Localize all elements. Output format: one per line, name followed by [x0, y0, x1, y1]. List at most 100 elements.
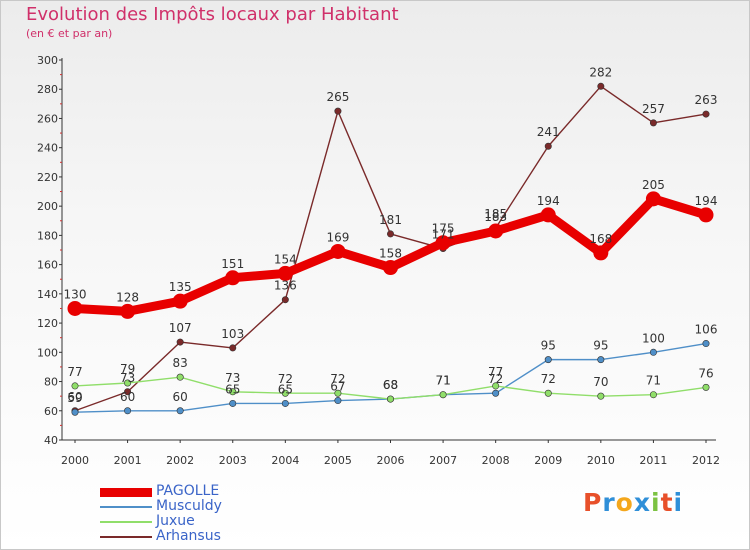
data-point — [649, 119, 657, 127]
data-label: 77 — [488, 365, 503, 379]
data-point — [124, 407, 132, 415]
data-point — [229, 399, 237, 407]
data-label: 72 — [330, 372, 345, 386]
logo-letter: i — [673, 488, 684, 517]
data-point — [334, 107, 342, 115]
data-label: 103 — [221, 327, 244, 341]
data-point — [281, 399, 289, 407]
data-point — [597, 356, 605, 364]
data-point — [593, 245, 609, 261]
data-label: 241 — [537, 125, 560, 139]
legend-label: Arhansus — [156, 528, 221, 544]
y-tick-label: 260 — [37, 112, 58, 125]
data-label: 158 — [379, 247, 402, 261]
data-label: 181 — [379, 213, 402, 227]
data-label: 154 — [274, 252, 297, 266]
logo-letter: P — [583, 488, 603, 517]
legend-label: Juxue — [156, 513, 195, 529]
data-label: 60 — [120, 390, 135, 404]
data-label: 128 — [116, 290, 139, 304]
data-point — [67, 300, 83, 316]
data-label: 183 — [484, 210, 507, 224]
chart-subtitle: (en € et par an) — [26, 27, 113, 40]
data-point — [540, 207, 556, 223]
x-tick-label: 2005 — [324, 454, 352, 467]
data-point — [176, 338, 184, 346]
data-point — [225, 270, 241, 286]
data-label: 71 — [435, 374, 450, 388]
x-tick-label: 2007 — [429, 454, 457, 467]
data-label: 169 — [326, 230, 349, 244]
data-point — [172, 293, 188, 309]
x-tick-label: 2009 — [534, 454, 562, 467]
y-tick-label: 200 — [37, 200, 58, 213]
data-point — [488, 223, 504, 239]
data-point — [702, 110, 710, 118]
data-label: 70 — [593, 375, 608, 389]
data-point — [334, 397, 342, 405]
data-label: 71 — [646, 374, 661, 388]
y-tick-label: 140 — [37, 288, 58, 301]
data-point — [544, 142, 552, 150]
y-tick-label: 240 — [37, 142, 58, 155]
data-point — [649, 348, 657, 356]
data-label: 151 — [221, 257, 244, 271]
data-point — [71, 382, 79, 390]
x-tick-label: 2004 — [271, 454, 299, 467]
data-point — [544, 389, 552, 397]
data-label: 194 — [695, 194, 718, 208]
chart-data-labels: 130 128 135 151 154 169 158 175 183 194 168 205 194 5… — [64, 65, 718, 405]
data-label: 73 — [120, 371, 135, 385]
y-tick-label: 220 — [37, 171, 58, 184]
data-point — [124, 379, 132, 387]
data-point — [383, 260, 398, 276]
legend-swatch — [100, 487, 152, 497]
data-label: 68 — [383, 378, 398, 392]
x-tick-label: 2003 — [219, 454, 247, 467]
chart-series — [67, 82, 714, 416]
data-label: 71 — [435, 374, 450, 388]
data-point — [330, 243, 346, 259]
logo-letter: r — [602, 488, 616, 517]
data-label: 72 — [488, 372, 503, 386]
data-point — [229, 388, 237, 396]
chart-title: Evolution des Impôts locaux par Habitant — [26, 4, 399, 25]
data-label: 79 — [120, 362, 135, 376]
legend-swatch — [100, 506, 152, 508]
data-point — [649, 391, 657, 399]
data-point — [334, 389, 342, 397]
legend-swatch — [100, 521, 152, 523]
data-point — [277, 265, 293, 281]
data-label: 106 — [695, 323, 718, 337]
data-label: 175 — [432, 222, 455, 236]
data-point — [698, 207, 714, 223]
y-tick-label: 40 — [44, 434, 58, 447]
data-label: 136 — [274, 279, 297, 293]
x-tick-label: 2002 — [166, 454, 194, 467]
data-label: 95 — [593, 339, 608, 353]
x-tick-label: 2006 — [377, 454, 405, 467]
y-tick-label: 100 — [37, 346, 58, 359]
data-point — [597, 392, 605, 400]
data-point — [702, 383, 710, 391]
data-label: 107 — [169, 321, 192, 335]
data-label: 72 — [541, 372, 556, 386]
y-tick-label: 160 — [37, 259, 58, 272]
data-point — [386, 230, 394, 238]
x-tick-label: 2001 — [114, 454, 142, 467]
x-tick-label: 2011 — [639, 454, 667, 467]
data-label: 185 — [484, 207, 507, 221]
data-label: 65 — [225, 382, 240, 396]
logo-letter: i — [651, 488, 661, 517]
data-label: 83 — [173, 356, 188, 370]
data-point — [439, 391, 447, 399]
data-point — [281, 296, 289, 304]
y-tick-label: 120 — [37, 317, 58, 330]
x-tick-label: 2010 — [587, 454, 615, 467]
logo-letter: o — [615, 488, 634, 517]
data-label: 73 — [225, 371, 240, 385]
data-point — [229, 344, 237, 352]
x-tick-label: 2000 — [61, 454, 89, 467]
